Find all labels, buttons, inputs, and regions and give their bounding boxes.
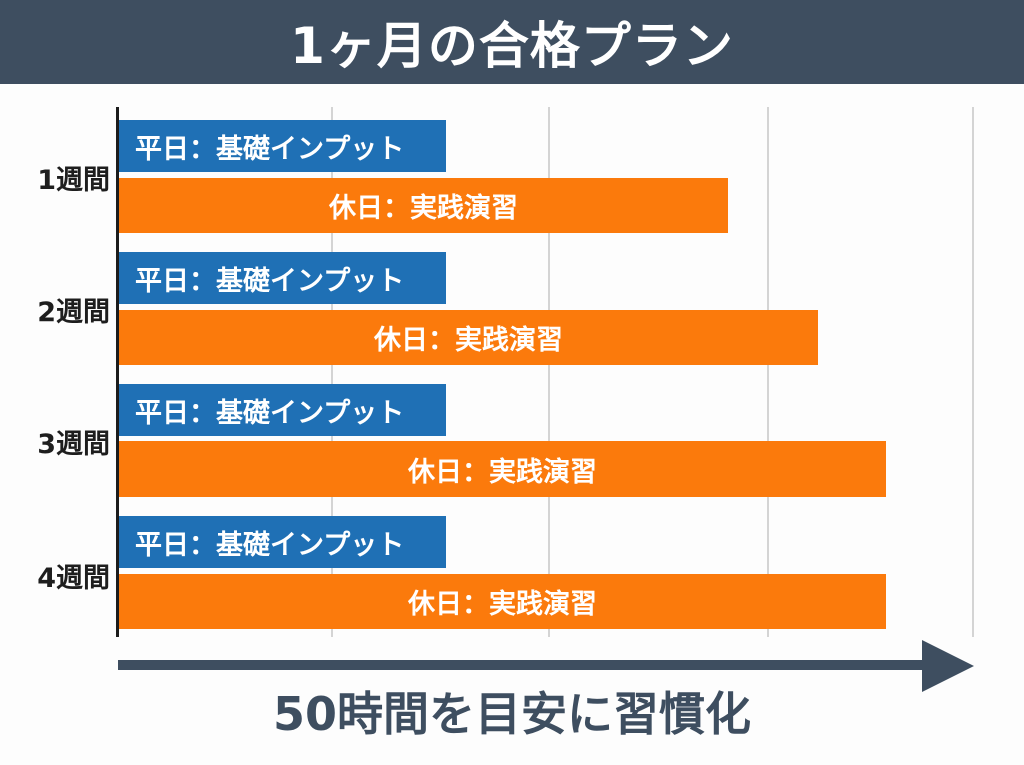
weekday-bar: 平日：基礎インプット [119,120,446,172]
bar-label: 平日：基礎インプット [135,529,405,561]
gridline [767,107,769,637]
weekend-bar: 休日：実践演習 [119,574,886,629]
week-label: 1週間 [37,165,110,196]
bar-label: 平日：基礎インプット [135,133,405,165]
weekend-bar: 休日：実践演習 [119,441,886,497]
weekday-bar: 平日：基礎インプット [119,516,446,568]
bar-label: 休日：実践演習 [408,456,597,488]
gridline [548,107,550,637]
gridline [972,107,974,637]
y-axis-line [116,107,119,637]
weekday-bar: 平日：基礎インプット [119,252,446,304]
bar-label: 平日：基礎インプット [135,265,405,297]
week-label: 3週間 [37,429,110,460]
title-banner: 1ヶ月の合格プラン [0,0,1024,84]
bar-label: 休日：実践演習 [408,589,597,620]
chart-title: 1ヶ月の合格プラン [290,17,734,75]
weekday-bar: 平日：基礎インプット [119,384,446,436]
gridline [331,107,333,637]
time-arrow-shaft [118,660,936,670]
x-axis-caption: 50時間を目安に習慣化 [272,687,751,741]
weekend-bar: 休日：実践演習 [119,178,728,233]
week-label: 2週間 [37,297,110,328]
weekend-bar: 休日：実践演習 [119,310,818,365]
arrow-right-icon [922,640,974,692]
bar-label: 休日：実践演習 [374,325,563,356]
bar-label: 平日：基礎インプット [135,397,405,429]
bar-label: 休日：実践演習 [329,193,518,224]
week-label: 4週間 [37,563,110,594]
